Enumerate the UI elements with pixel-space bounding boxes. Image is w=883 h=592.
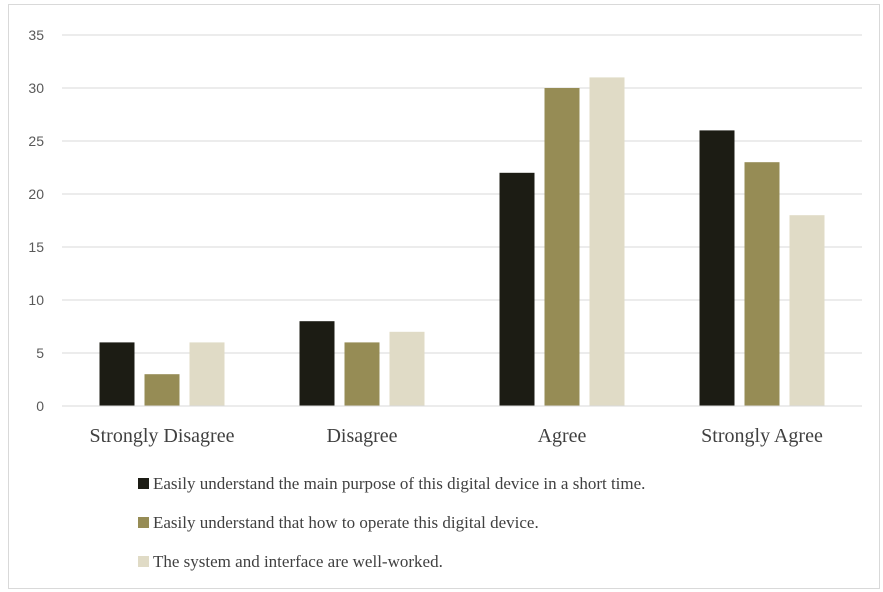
bar-strongly-disagree-series-1: [99, 342, 135, 406]
y-tick-label: 35: [28, 27, 44, 43]
bar-agree-series-2: [544, 88, 580, 406]
y-tick-label: 0: [36, 398, 44, 414]
legend: Easily understand the main purpose of th…: [138, 474, 645, 571]
legend-label: Easily understand the main purpose of th…: [153, 474, 645, 493]
category-label: Agree: [538, 425, 587, 447]
y-tick-label: 30: [28, 80, 44, 96]
y-axis-ticks: 0 5 10 15 20 25 30 35: [28, 27, 44, 414]
legend-swatch: [138, 556, 149, 567]
y-tick-label: 20: [28, 186, 44, 202]
bar-strongly-disagree-series-3: [189, 342, 225, 406]
y-tick-label: 5: [36, 345, 44, 361]
bar-disagree-series-2: [344, 342, 380, 406]
category-labels: Strongly Disagree Disagree Agree Strongly A…: [90, 425, 823, 447]
bar-strongly-agree-series-2: [744, 162, 780, 406]
category-label: Disagree: [326, 425, 397, 447]
legend-label: The system and interface are well-worked…: [153, 552, 443, 571]
category-label: Strongly Agree: [701, 425, 823, 447]
bar-agree-series-3: [589, 77, 625, 407]
category-label: Strongly Disagree: [90, 425, 235, 447]
legend-label: Easily understand that how to operate th…: [153, 513, 539, 532]
bar-strongly-agree-series-3: [789, 215, 825, 406]
gridlines: [62, 34, 862, 354]
bar-strongly-agree-series-1: [699, 130, 735, 406]
bars: [99, 77, 825, 407]
bar-disagree-series-1: [299, 321, 335, 406]
legend-swatch: [138, 517, 149, 528]
bar-strongly-disagree-series-2: [144, 374, 180, 406]
legend-swatch: [138, 478, 149, 489]
bar-disagree-series-3: [389, 331, 425, 406]
y-tick-label: 15: [28, 239, 44, 255]
bar-agree-series-1: [499, 172, 535, 406]
y-tick-label: 25: [28, 133, 44, 149]
y-tick-label: 10: [28, 292, 44, 308]
chart-frame: [8, 4, 880, 589]
